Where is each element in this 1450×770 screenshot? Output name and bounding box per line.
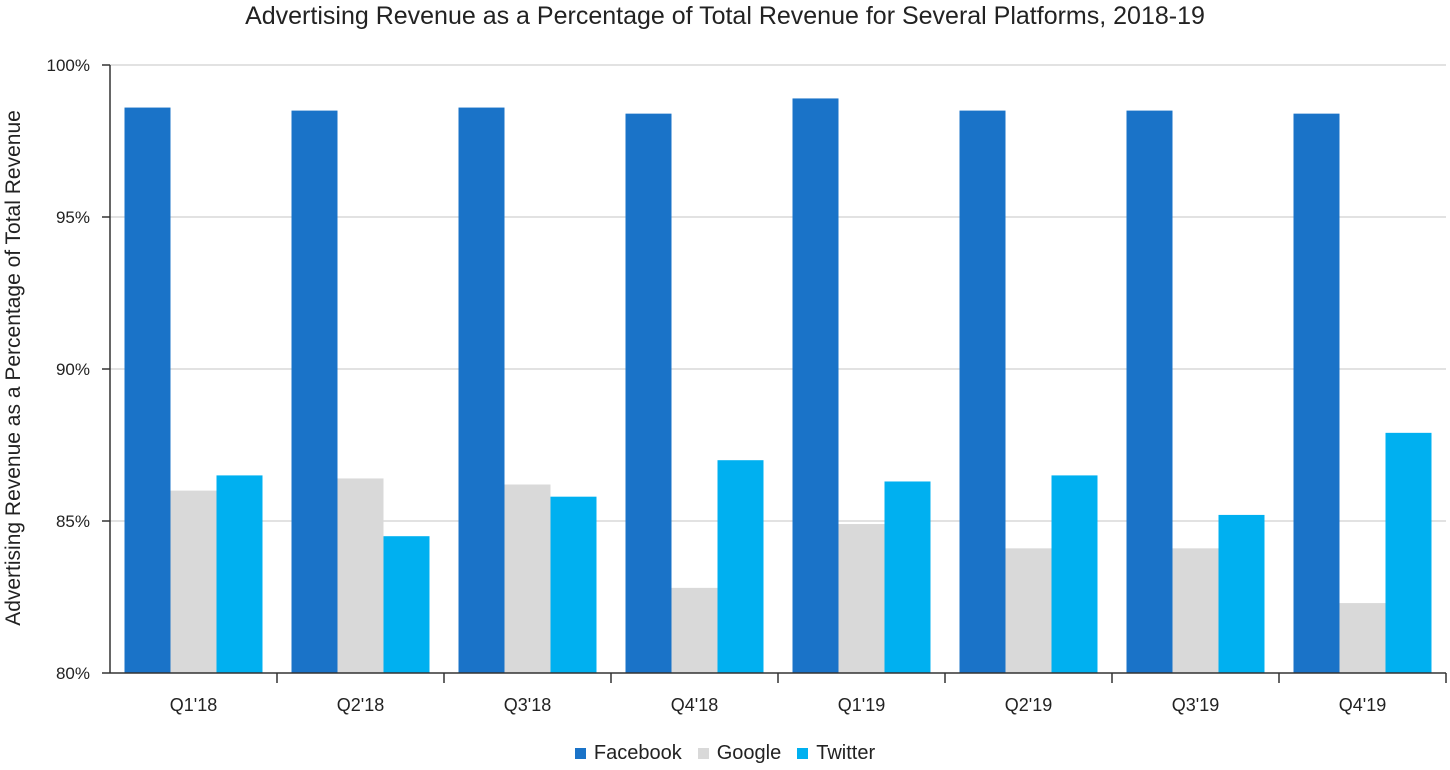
- y-tick-label: 80%: [56, 664, 90, 683]
- bar-twitter: [1051, 475, 1098, 673]
- bar-facebook: [1293, 113, 1340, 673]
- x-tick-label: Q3'19: [1172, 695, 1219, 715]
- y-tick-label: 95%: [56, 208, 90, 227]
- legend-item-google: Google: [697, 742, 782, 765]
- legend-label: Twitter: [816, 742, 876, 764]
- bar-twitter: [383, 536, 430, 673]
- y-tick-label: 85%: [56, 512, 90, 531]
- bar-google: [1172, 548, 1219, 673]
- legend-item-twitter: Twitter: [797, 742, 875, 765]
- bar-google: [838, 524, 885, 673]
- x-tick-label: Q1'18: [170, 695, 217, 715]
- legend-item-facebook: Facebook: [574, 742, 682, 765]
- bar-twitter: [884, 481, 931, 673]
- legend-label: Facebook: [593, 742, 682, 764]
- bar-facebook: [291, 110, 338, 674]
- chart-title: Advertising Revenue as a Percentage of T…: [245, 2, 1205, 30]
- bar-google: [504, 484, 551, 673]
- bar-twitter: [550, 496, 597, 673]
- x-tick-label: Q4'18: [671, 695, 718, 715]
- x-tick-label: Q4'19: [1339, 695, 1386, 715]
- legend-swatch: [797, 748, 809, 759]
- axes: 80% 85% 90% 95% 100% Q1'18 Q2'18 Q3'18 Q4'18 Q1'1…: [47, 56, 1447, 715]
- bar-twitter: [1385, 432, 1432, 673]
- y-tick-label: 100%: [47, 56, 90, 75]
- x-tick-label: Q2'19: [1005, 695, 1052, 715]
- bar-google: [671, 587, 718, 673]
- bar-facebook: [625, 113, 672, 673]
- x-tick-label: Q3'18: [504, 695, 551, 715]
- legend-label: Google: [716, 742, 782, 764]
- bar-google: [1339, 603, 1386, 673]
- bar-facebook: [124, 107, 171, 673]
- bar-google: [1005, 548, 1052, 673]
- legend: Facebook Google Twitter: [0, 742, 1450, 765]
- legend-swatch: [574, 748, 586, 759]
- bars: [124, 98, 1432, 674]
- y-tick-label: 90%: [56, 360, 90, 379]
- bar-twitter: [717, 460, 764, 673]
- x-tick-label: Q2'18: [337, 695, 384, 715]
- bar-twitter: [1218, 514, 1265, 673]
- x-tick-label: Q1'19: [838, 695, 885, 715]
- bar-facebook: [959, 110, 1006, 674]
- bar-facebook: [458, 107, 505, 673]
- bar-google: [170, 490, 217, 673]
- bar-facebook: [792, 98, 839, 673]
- bar-twitter: [216, 475, 263, 673]
- legend-swatch: [697, 748, 709, 759]
- bar-google: [337, 478, 384, 673]
- bar-facebook: [1126, 110, 1173, 674]
